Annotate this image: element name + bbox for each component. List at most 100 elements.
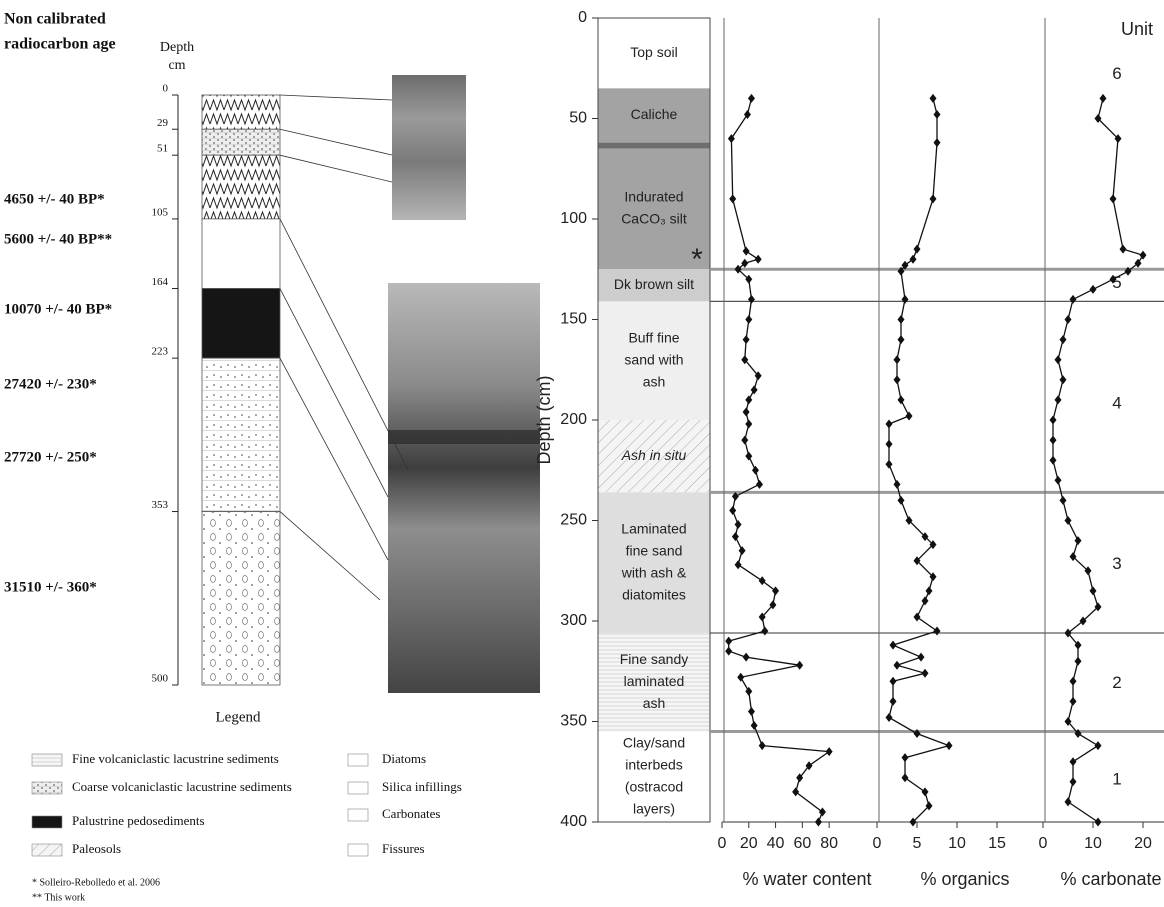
data-point: [922, 669, 929, 678]
data-point: [1055, 395, 1062, 404]
data-point: [1050, 436, 1057, 445]
lithology-label: Ash in situ: [621, 447, 687, 463]
data-point: [922, 596, 929, 605]
data-point: [826, 747, 833, 756]
lithology-label: Dk brown silt: [614, 276, 694, 292]
y-tick-label: 200: [560, 411, 587, 428]
legend-swatch: [32, 816, 62, 828]
depth-tick-label: 164: [152, 276, 169, 288]
legend-title: Legend: [216, 709, 261, 725]
data-point: [752, 466, 759, 475]
x-tick-label: 80: [820, 835, 838, 852]
data-point: [756, 480, 763, 489]
legend-symbol: [348, 809, 368, 821]
data-point: [1050, 456, 1057, 465]
lithology-label: Fine sandy: [620, 651, 688, 667]
photo-band: [388, 430, 540, 444]
x-tick-label: 10: [1084, 835, 1102, 852]
data-point: [1070, 777, 1077, 786]
legend-label: Silica infillings: [382, 779, 462, 794]
data-point: [1060, 496, 1067, 505]
radiocarbon-age: 5600 +/- 40 BP**: [4, 231, 112, 247]
column-segment: [202, 358, 280, 511]
unit-title: Unit: [1121, 19, 1153, 39]
data-point: [898, 496, 905, 505]
data-point: [1090, 285, 1097, 294]
lithology-layer: [598, 143, 710, 149]
legend-swatch: [32, 844, 62, 856]
data-point: [1100, 94, 1107, 103]
data-point: [930, 94, 937, 103]
photo-bottom: [388, 283, 540, 693]
column-title: radiocarbon age: [4, 36, 116, 53]
data-point: [745, 420, 752, 429]
data-point: [890, 677, 897, 686]
connector: [280, 512, 380, 600]
data-point: [725, 647, 732, 656]
depth-tick-label: 0: [163, 83, 169, 95]
data-point: [1060, 335, 1067, 344]
data-point: [886, 420, 893, 429]
data-point: [815, 818, 822, 827]
data-point: [1055, 476, 1062, 485]
lithology-label: Top soil: [630, 44, 677, 60]
data-point: [1090, 586, 1097, 595]
x-tick-label: 20: [1134, 835, 1152, 852]
column-segment: [202, 155, 280, 219]
data-point: [751, 721, 758, 730]
data-point: [902, 753, 909, 762]
data-point: [898, 335, 905, 344]
data-point: [886, 440, 893, 449]
data-point: [761, 627, 768, 636]
unit-label: 2: [1112, 673, 1121, 692]
y-axis-label: Depth (cm): [534, 375, 554, 464]
data-point: [886, 713, 893, 722]
lithology-label: layers): [633, 800, 675, 816]
data-point: [743, 247, 750, 256]
column-title: Non calibrated: [4, 11, 106, 28]
connector: [280, 358, 388, 560]
profile-line: [889, 98, 949, 822]
data-point: [1070, 757, 1077, 766]
data-point: [743, 407, 750, 416]
x-tick-label: 60: [793, 835, 811, 852]
data-point: [934, 627, 941, 636]
footnote: * Solleiro-Rebolledo et al. 2006: [32, 877, 160, 888]
legend-label: Paleosols: [72, 841, 121, 856]
depth-label: cm: [168, 58, 185, 73]
data-point: [748, 94, 755, 103]
depth-label: Depth: [160, 40, 194, 55]
x-tick-label: 40: [767, 835, 785, 852]
data-point: [1120, 245, 1127, 254]
data-point: [926, 586, 933, 595]
data-point: [1110, 194, 1117, 203]
data-point: [1070, 697, 1077, 706]
lithology-label: Caliche: [631, 106, 678, 122]
y-tick-label: 100: [560, 210, 587, 227]
y-tick-label: 400: [560, 813, 587, 830]
y-tick-label: 0: [578, 9, 587, 26]
data-point: [751, 385, 758, 394]
lithology-label: sand with: [624, 351, 683, 367]
column-segment: [202, 129, 280, 155]
data-point: [1065, 315, 1072, 324]
legend-swatch: [32, 754, 62, 766]
x-tick-label: 0: [718, 835, 727, 852]
column-segment: [202, 95, 280, 129]
lithology-label: Clay/sand: [623, 734, 685, 750]
depth-tick-label: 353: [152, 499, 169, 511]
x-tick-label: 5: [913, 835, 922, 852]
depth-tick-label: 105: [152, 206, 169, 218]
data-point: [930, 194, 937, 203]
data-point: [748, 295, 755, 304]
x-tick-label: 20: [740, 835, 758, 852]
unit-label: 1: [1112, 769, 1121, 788]
data-point: [946, 741, 953, 750]
data-point: [739, 546, 746, 555]
radiocarbon-age: 31510 +/- 360*: [4, 579, 97, 595]
lithology-label: laminated: [624, 673, 685, 689]
y-tick-label: 50: [569, 110, 587, 127]
data-point: [729, 506, 736, 515]
lithology-label: (ostracod: [625, 778, 683, 794]
data-point: [745, 395, 752, 404]
